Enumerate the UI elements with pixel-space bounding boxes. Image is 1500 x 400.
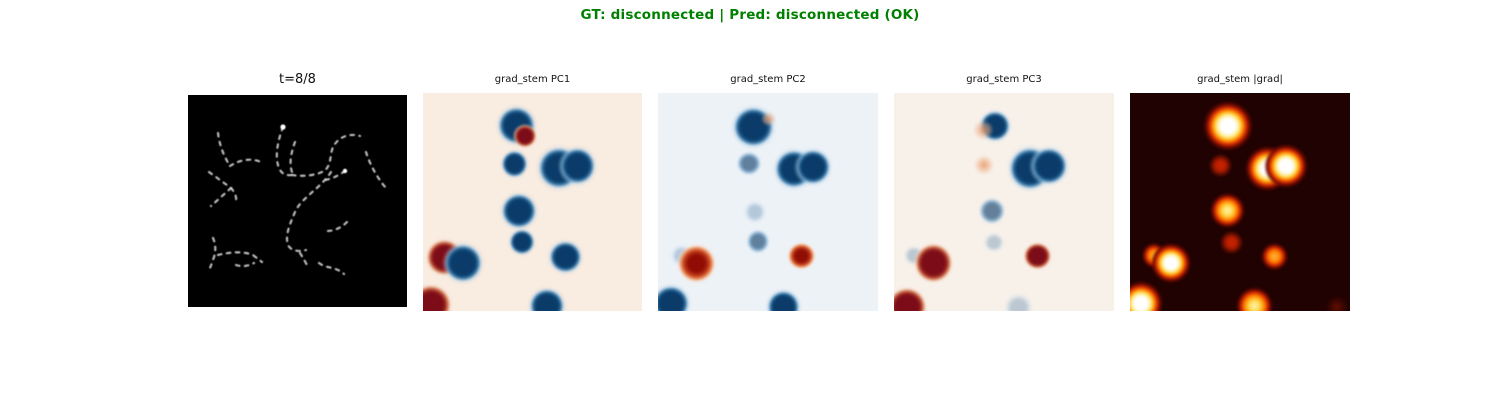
heat-blob [1027,144,1071,188]
heat-blob [1209,192,1247,230]
panel-grad-magnitude: grad_stem |grad| [1130,74,1350,311]
heat-blob [894,285,929,311]
heat-blob [729,102,779,152]
heat-blob [901,243,926,268]
heat-blob [423,281,454,311]
dashed-stem-path [285,170,333,253]
heat-blob [498,189,541,232]
heat-blob [972,118,995,141]
panel-grad-pc3: grad_stem PC3 [894,74,1114,311]
panel-grad-pc1: grad_stem PC1 [423,74,642,311]
dashed-stem-path [289,140,297,174]
dashed-stem-path [323,169,347,182]
panel-timestep-title: t=8/8 [279,72,316,87]
dashed-stem-path [216,251,264,264]
heat-blob [1218,229,1244,255]
heat-blob [1005,143,1056,194]
bright-node-dot [342,168,348,174]
heat-blob [668,242,694,269]
heat-blob [555,144,600,188]
heat-blob [498,148,531,180]
dashed-stem-path [207,170,233,208]
heat-blob [791,146,835,189]
heat-blob [771,145,818,193]
heat-blob [674,241,719,286]
heat-blob [982,230,1006,255]
heat-blob [424,236,465,278]
heat-blob [494,103,539,149]
heat-blob [1323,293,1350,311]
dashed-stem-path [275,125,294,177]
dashed-stem-path [216,131,232,168]
heat-blob [1130,280,1165,311]
heat-blob [972,153,996,177]
heat-blob [786,241,817,272]
heat-blob [1207,152,1233,178]
grad-pc2-heatmap [658,93,878,311]
bright-node-dot [280,124,286,130]
heat-blob [1141,242,1168,269]
panel-timestep: t=8/8 [188,72,407,307]
dashed-stem-path [364,150,388,190]
heat-blob [1234,285,1275,311]
dashed-stem-path [208,236,217,270]
heat-blob [1022,241,1053,272]
heat-blob [735,149,764,178]
heat-blob [526,285,569,311]
dashed-stem-path [290,133,362,177]
heat-blob [1259,241,1289,271]
grad-magnitude-heatmap [1130,93,1350,311]
heat-blob [741,198,768,226]
heat-blob [533,143,584,194]
panel-grad-magnitude-title: grad_stem |grad| [1197,74,1283,85]
heat-blob [744,228,772,255]
panel-grad-pc1-title: grad_stem PC1 [494,74,571,85]
heat-blob [976,195,1008,227]
heat-blob [911,241,956,285]
heat-blob [1263,143,1310,190]
heat-blob [440,240,487,287]
heat-blob [1202,100,1254,152]
timestep-image [188,95,407,307]
dashed-stem-path [234,261,256,268]
heat-blob [511,123,538,150]
panel-grad-pc2: grad_stem PC2 [658,74,878,311]
dashed-stem-path [228,158,263,168]
panel-grad-pc2-title: grad_stem PC2 [730,74,806,85]
heat-blob [977,108,1013,144]
panel-grad-pc3-title: grad_stem PC3 [966,74,1042,85]
heat-blob [763,287,804,311]
heat-blob [1001,291,1035,311]
heat-blob [1149,242,1192,285]
figure-title: GT: disconnected | Pred: disconnected (O… [580,7,920,23]
grad-pc1-heatmap [423,93,642,311]
heat-blob [507,226,538,257]
heat-blob [760,110,777,128]
heat-blob [545,237,585,277]
grad-pc3-heatmap [894,93,1114,311]
dashed-stem-path [229,186,238,203]
dashed-stem-path [317,261,346,276]
heat-blob [1243,144,1292,193]
heat-blob [658,281,693,311]
dashed-stem-path [298,251,310,269]
dashed-stem-path [325,220,349,233]
dashed-trajectory-plot [207,124,388,276]
